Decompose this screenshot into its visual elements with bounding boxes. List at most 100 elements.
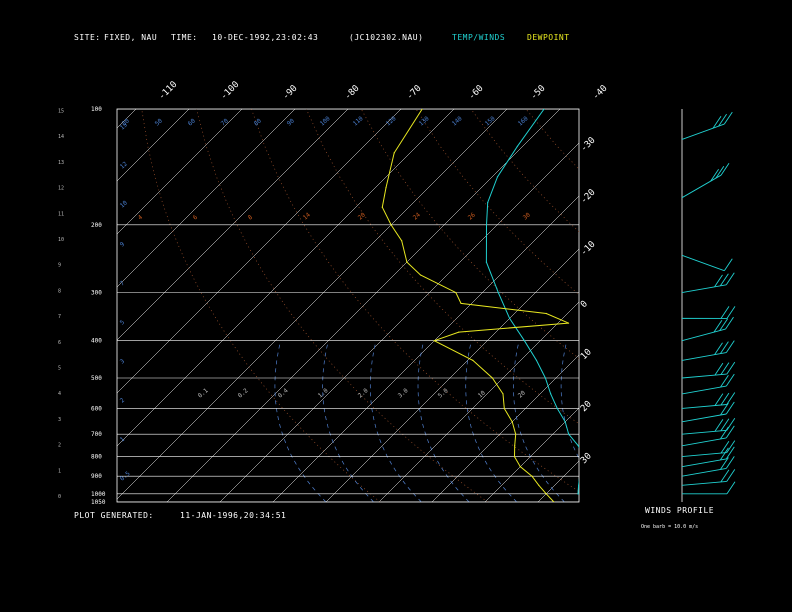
theta-top-label: 60 [187,117,197,127]
temperature-profile-line-point [583,466,584,467]
wind-barb-shaft [681,467,727,477]
isotherm-line [591,109,792,502]
dewpoint-profile-line-point [519,466,521,468]
dewpoint-profile-line-point [406,261,408,263]
isotherm-line [431,354,579,502]
dewpoint-profile-line-point [503,407,505,410]
theta-mid-label: 14 [302,211,312,221]
height-tick-label: 11 [58,211,64,217]
mixing-ratio-label: 2.0 [357,387,370,400]
wind-barb-flag [720,306,730,319]
isotherm-top-label: -110 [157,80,179,102]
mixing-ratio-line [369,340,422,502]
pressure-tick-label: 800 [91,454,102,461]
wind-barb-shaft [681,373,727,379]
wind-barb-flag [726,481,736,495]
temperature-profile-line-point [497,292,499,294]
height-tick-label: 7 [58,314,61,320]
wind-barb-flag [720,341,729,354]
theta-mid-label: 20 [357,211,367,221]
dewpoint-profile-line-point [545,312,547,315]
mixing-ratio-label: 20 [517,389,527,399]
wind-barb-flag [725,340,735,353]
height-tick-label: 5 [58,366,61,372]
wind-barb-flag [715,165,725,179]
wind-barb-flag [719,318,729,331]
dewpoint-profile-line-point [567,322,570,324]
dewpoint-profile-line-point [513,456,516,458]
temperature-profile-line-point [496,176,499,178]
wind-barb-flag [726,440,736,453]
temperature-profile-line-point [516,145,519,147]
height-tick-label: 0 [58,494,61,500]
theta-mid-label: 26 [467,211,477,221]
mixing-ratio-line [465,340,518,502]
wind-barb-flag [714,393,724,406]
winds-profile-label: WINDS PROFILE [645,506,715,515]
dewpoint-profile-line-point [393,152,395,154]
mixing-ratio-label: 10 [477,389,487,399]
isotherm-right-label: 30 [579,451,594,466]
pressure-tick-label: 1050 [91,499,106,506]
theta-top-label: 80 [253,117,263,127]
isotherm-line [272,195,579,502]
legend-dewpoint: DEWPOINT [527,33,570,42]
pressure-tick-label: 400 [91,338,102,345]
dry-adiabat-line [745,109,792,502]
dewpoint-profile-line-point [385,187,387,189]
temperature-profile-line-point [543,109,545,110]
left-moist-label: 2 [119,397,127,405]
theta-top-label: 150 [484,115,497,128]
plot-frame [116,108,580,503]
wind-barb-shaft [681,458,727,468]
wind-barb-flag [720,273,729,287]
height-tick-label: 14 [58,134,64,140]
temperature-profile-line-point [487,201,489,204]
dewpoint-profile-line [381,109,569,502]
isotherm-top-label: -100 [219,80,241,102]
dewpoint-profile-line-point [553,501,555,502]
wind-profile-panel [681,109,736,502]
time-label: TIME: [171,33,198,42]
wind-barb-shaft [681,328,726,342]
temperature-profile-line-point [485,224,488,226]
theta-top-label: 30 [121,117,131,127]
wind-barb-flag [726,418,736,431]
dry-adiabat-line [470,109,579,233]
dewpoint-profile-line-point [381,206,383,208]
height-tick-label: 10 [58,237,64,243]
left-moist-label: 15 [119,121,129,131]
dewpoint-profile-line-point [472,359,474,361]
dry-adiabat-line [690,109,792,502]
pressure-tick-label: 700 [91,431,102,438]
mixing-ratio-line [322,340,374,502]
theta-top-label: 50 [154,117,164,127]
wind-barb-flag [714,342,723,355]
wind-barb-flag [725,373,735,387]
dry-adiabat-line [305,109,579,425]
temperature-profile-line-point [564,421,566,423]
height-tick-label: 2 [58,443,61,449]
temperature-profile-line-point [535,359,538,361]
dewpoint-profile-line-point [491,377,493,379]
wind-barb-shaft [681,385,727,395]
mixing-ratio-line [560,340,579,459]
time-value: 10-DEC-1992,23:02:43 [212,33,319,42]
left-moist-label: 5 [119,319,127,327]
isotherm-line [166,109,561,502]
dry-adiabat-line [525,109,579,170]
mixing-ratio-line [609,341,660,502]
wind-barb-flag [720,362,730,375]
isotherm-top-label: -40 [591,84,610,103]
wind-barb-flag [726,392,736,405]
wind-barb-flag [726,469,736,482]
theta-top-label: 100 [319,115,332,128]
wind-barb-flag [714,274,723,288]
mixing-ratio-label: 0.2 [237,387,250,400]
isotherm-line [0,109,30,502]
temperature-profile-line-point [577,493,579,495]
height-tick-label: 12 [58,186,64,192]
temperature-profile-line-point [568,433,570,435]
height-tick-label: 15 [58,109,64,115]
temperature-profile-line-point [556,407,558,410]
